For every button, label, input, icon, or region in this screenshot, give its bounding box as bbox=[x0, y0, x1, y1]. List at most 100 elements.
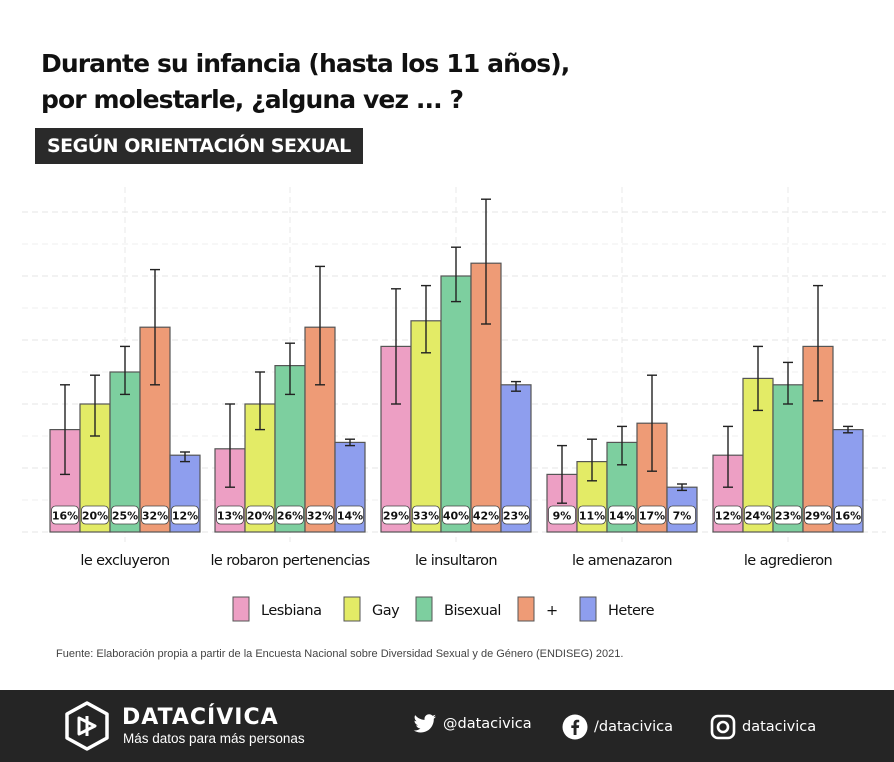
error-bar bbox=[225, 403, 235, 488]
error-bar bbox=[90, 374, 100, 437]
data-label-text: 26% bbox=[277, 510, 303, 523]
data-label: 14% bbox=[608, 505, 636, 525]
error-bar bbox=[843, 425, 853, 434]
error-bar bbox=[481, 198, 491, 325]
error-bar bbox=[647, 374, 657, 472]
data-label: 20% bbox=[81, 505, 109, 525]
legend-item: Bisexual bbox=[415, 596, 501, 622]
title-line-1: Durante su infancia (hasta los 11 años), bbox=[41, 49, 570, 78]
data-label-text: 16% bbox=[52, 510, 78, 523]
data-label: 16% bbox=[51, 505, 79, 525]
data-label-box bbox=[171, 505, 199, 525]
instagram-link[interactable]: datacivica bbox=[710, 714, 816, 740]
x-tick-label: le amenazaron bbox=[572, 553, 672, 569]
error-bar bbox=[150, 268, 160, 386]
data-label-box bbox=[336, 505, 364, 525]
data-label: 11% bbox=[578, 505, 606, 525]
instagram-icon bbox=[710, 714, 736, 740]
data-label: 20% bbox=[246, 505, 274, 525]
error-bar bbox=[285, 342, 295, 396]
data-label-text: 13% bbox=[217, 510, 243, 523]
twitter-icon bbox=[413, 714, 437, 733]
legend-label: Hetere bbox=[608, 603, 655, 619]
data-label: 14% bbox=[336, 505, 364, 525]
legend-item: + bbox=[517, 596, 558, 622]
data-label-text: 25% bbox=[112, 510, 138, 523]
data-label-box bbox=[548, 505, 576, 525]
error-bar bbox=[557, 444, 567, 504]
error-bar bbox=[180, 451, 190, 463]
legend-item: Gay bbox=[343, 596, 401, 622]
data-label-text: 33% bbox=[413, 510, 439, 523]
data-label-box bbox=[306, 505, 334, 525]
data-labels: 16% 20% 25% 32% 12% 13% 20% 26% 32% 14% 29% 33% 40% 4… bbox=[51, 505, 862, 525]
x-tick-label: le agredieron bbox=[744, 553, 832, 569]
data-label: 32% bbox=[141, 505, 169, 525]
data-label-text: 7% bbox=[673, 510, 692, 523]
brand-tagline: Más datos para más personas bbox=[123, 731, 305, 746]
error-bar bbox=[753, 345, 763, 412]
data-label-box bbox=[81, 505, 109, 525]
data-label-box bbox=[216, 505, 244, 525]
data-label-text: 23% bbox=[775, 510, 801, 523]
data-label-box bbox=[578, 505, 606, 525]
legend-swatch bbox=[579, 596, 597, 622]
legend-item: Lesbiana bbox=[232, 596, 322, 622]
facebook-handle: /datacivica bbox=[594, 719, 674, 735]
chart-subtitle: SEGÚN ORIENTACIÓN SEXUAL bbox=[35, 128, 363, 164]
data-label-box bbox=[276, 505, 304, 525]
twitter-link[interactable]: @datacivica bbox=[413, 714, 532, 734]
data-label-text: 12% bbox=[172, 510, 198, 523]
data-label-box bbox=[744, 505, 772, 525]
data-label-box bbox=[246, 505, 274, 525]
data-label-box bbox=[502, 505, 530, 525]
legend-label: Gay bbox=[372, 603, 400, 619]
data-label-text: 9% bbox=[553, 510, 572, 523]
data-label-box bbox=[608, 505, 636, 525]
error-bar bbox=[255, 371, 265, 431]
data-label: 9% bbox=[548, 505, 576, 525]
data-label: 42% bbox=[472, 505, 500, 525]
data-label-text: 29% bbox=[383, 510, 409, 523]
error-bar bbox=[723, 425, 733, 488]
legend-swatch bbox=[415, 596, 433, 622]
legend-swatch bbox=[343, 596, 361, 622]
error-bar bbox=[315, 265, 325, 386]
bars bbox=[49, 262, 864, 533]
datacivica-logo-icon bbox=[65, 701, 109, 751]
error-bar bbox=[60, 384, 70, 476]
error-bar bbox=[120, 345, 130, 396]
data-label-box bbox=[141, 505, 169, 525]
legend-item: Hetere bbox=[579, 596, 655, 622]
data-label: 29% bbox=[382, 505, 410, 525]
error-bar bbox=[421, 284, 431, 354]
legend-label: + bbox=[546, 603, 558, 619]
bar-chart: 16% 20% 25% 32% 12% 13% 20% 26% 32% 14% 29% 33% 40% 4… bbox=[22, 187, 886, 622]
legend-label: Bisexual bbox=[444, 603, 501, 619]
facebook-link[interactable]: /datacivica bbox=[562, 714, 673, 740]
data-label-text: 12% bbox=[715, 510, 741, 523]
data-label-text: 40% bbox=[443, 510, 469, 523]
data-label: 25% bbox=[111, 505, 139, 525]
error-bar bbox=[783, 361, 793, 405]
data-label-text: 14% bbox=[609, 510, 635, 523]
data-label-box bbox=[668, 505, 696, 525]
x-tick-label: le excluyeron bbox=[80, 553, 169, 569]
facebook-icon bbox=[562, 714, 588, 740]
bar bbox=[109, 371, 141, 533]
data-label-text: 23% bbox=[503, 510, 529, 523]
footer: DATACÍVICA Más datos para más personas @… bbox=[0, 690, 894, 762]
data-label-box bbox=[638, 505, 666, 525]
error-bar bbox=[813, 284, 823, 402]
data-label: 17% bbox=[638, 505, 666, 525]
data-label-text: 32% bbox=[307, 510, 333, 523]
data-label: 26% bbox=[276, 505, 304, 525]
data-label: 33% bbox=[412, 505, 440, 525]
data-label-box bbox=[442, 505, 470, 525]
data-label-text: 20% bbox=[82, 510, 108, 523]
data-label: 24% bbox=[744, 505, 772, 525]
data-label: 29% bbox=[804, 505, 832, 525]
bar bbox=[440, 275, 472, 533]
data-label: 7% bbox=[668, 505, 696, 525]
error-bar bbox=[391, 288, 401, 405]
